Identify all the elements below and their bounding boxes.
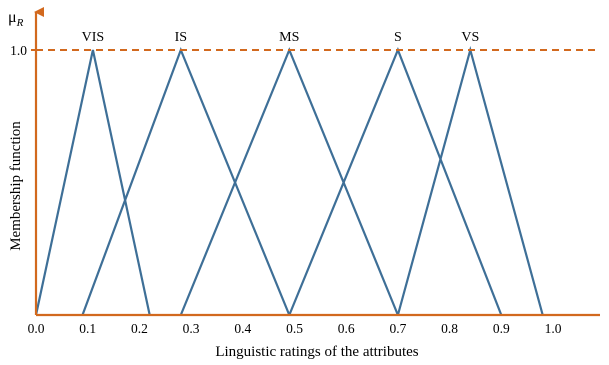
peak-label-is: IS [175, 30, 187, 45]
x-tick-label: 0.7 [389, 321, 406, 336]
series-layer [34, 45, 544, 316]
y-tick-label: 1.0 [10, 43, 27, 58]
x-tick-label: 0.9 [493, 321, 510, 336]
x-axis-label: Linguistic ratings of the attributes [215, 344, 418, 360]
series-line-vs [396, 45, 544, 316]
x-tick-label: 0.8 [441, 321, 458, 336]
x-tick-label: 0.4 [234, 321, 251, 336]
x-tick-label: 0.1 [79, 321, 96, 336]
x-tick-label: 1.0 [545, 321, 562, 336]
x-tick-label: 0.3 [183, 321, 200, 336]
labels-layer: VIS IS MS S VS [82, 30, 480, 45]
series-line-ms [179, 47, 399, 316]
peak-label-vs: VS [461, 30, 479, 45]
series-line-vis [34, 49, 151, 316]
peak-label-ms: MS [279, 30, 299, 45]
axes-layer [31, 7, 600, 317]
series-line-is [81, 46, 291, 316]
x-tick-label: 0.0 [28, 321, 45, 336]
ticks-layer: 1.0 0.0 0.1 0.2 0.3 0.4 0.5 0.6 0.7 0.8 0.9 1.0 [10, 43, 562, 336]
y-axis-symbol: μR [8, 9, 24, 29]
peak-label-s: S [394, 30, 402, 45]
x-tick-label: 0.2 [131, 321, 148, 336]
x-tick-label: 0.6 [338, 321, 355, 336]
peak-label-vis: VIS [82, 30, 105, 45]
series-line-s [288, 47, 503, 316]
x-tick-label: 0.5 [286, 321, 303, 336]
y-axis-label: Membership function [8, 121, 24, 251]
